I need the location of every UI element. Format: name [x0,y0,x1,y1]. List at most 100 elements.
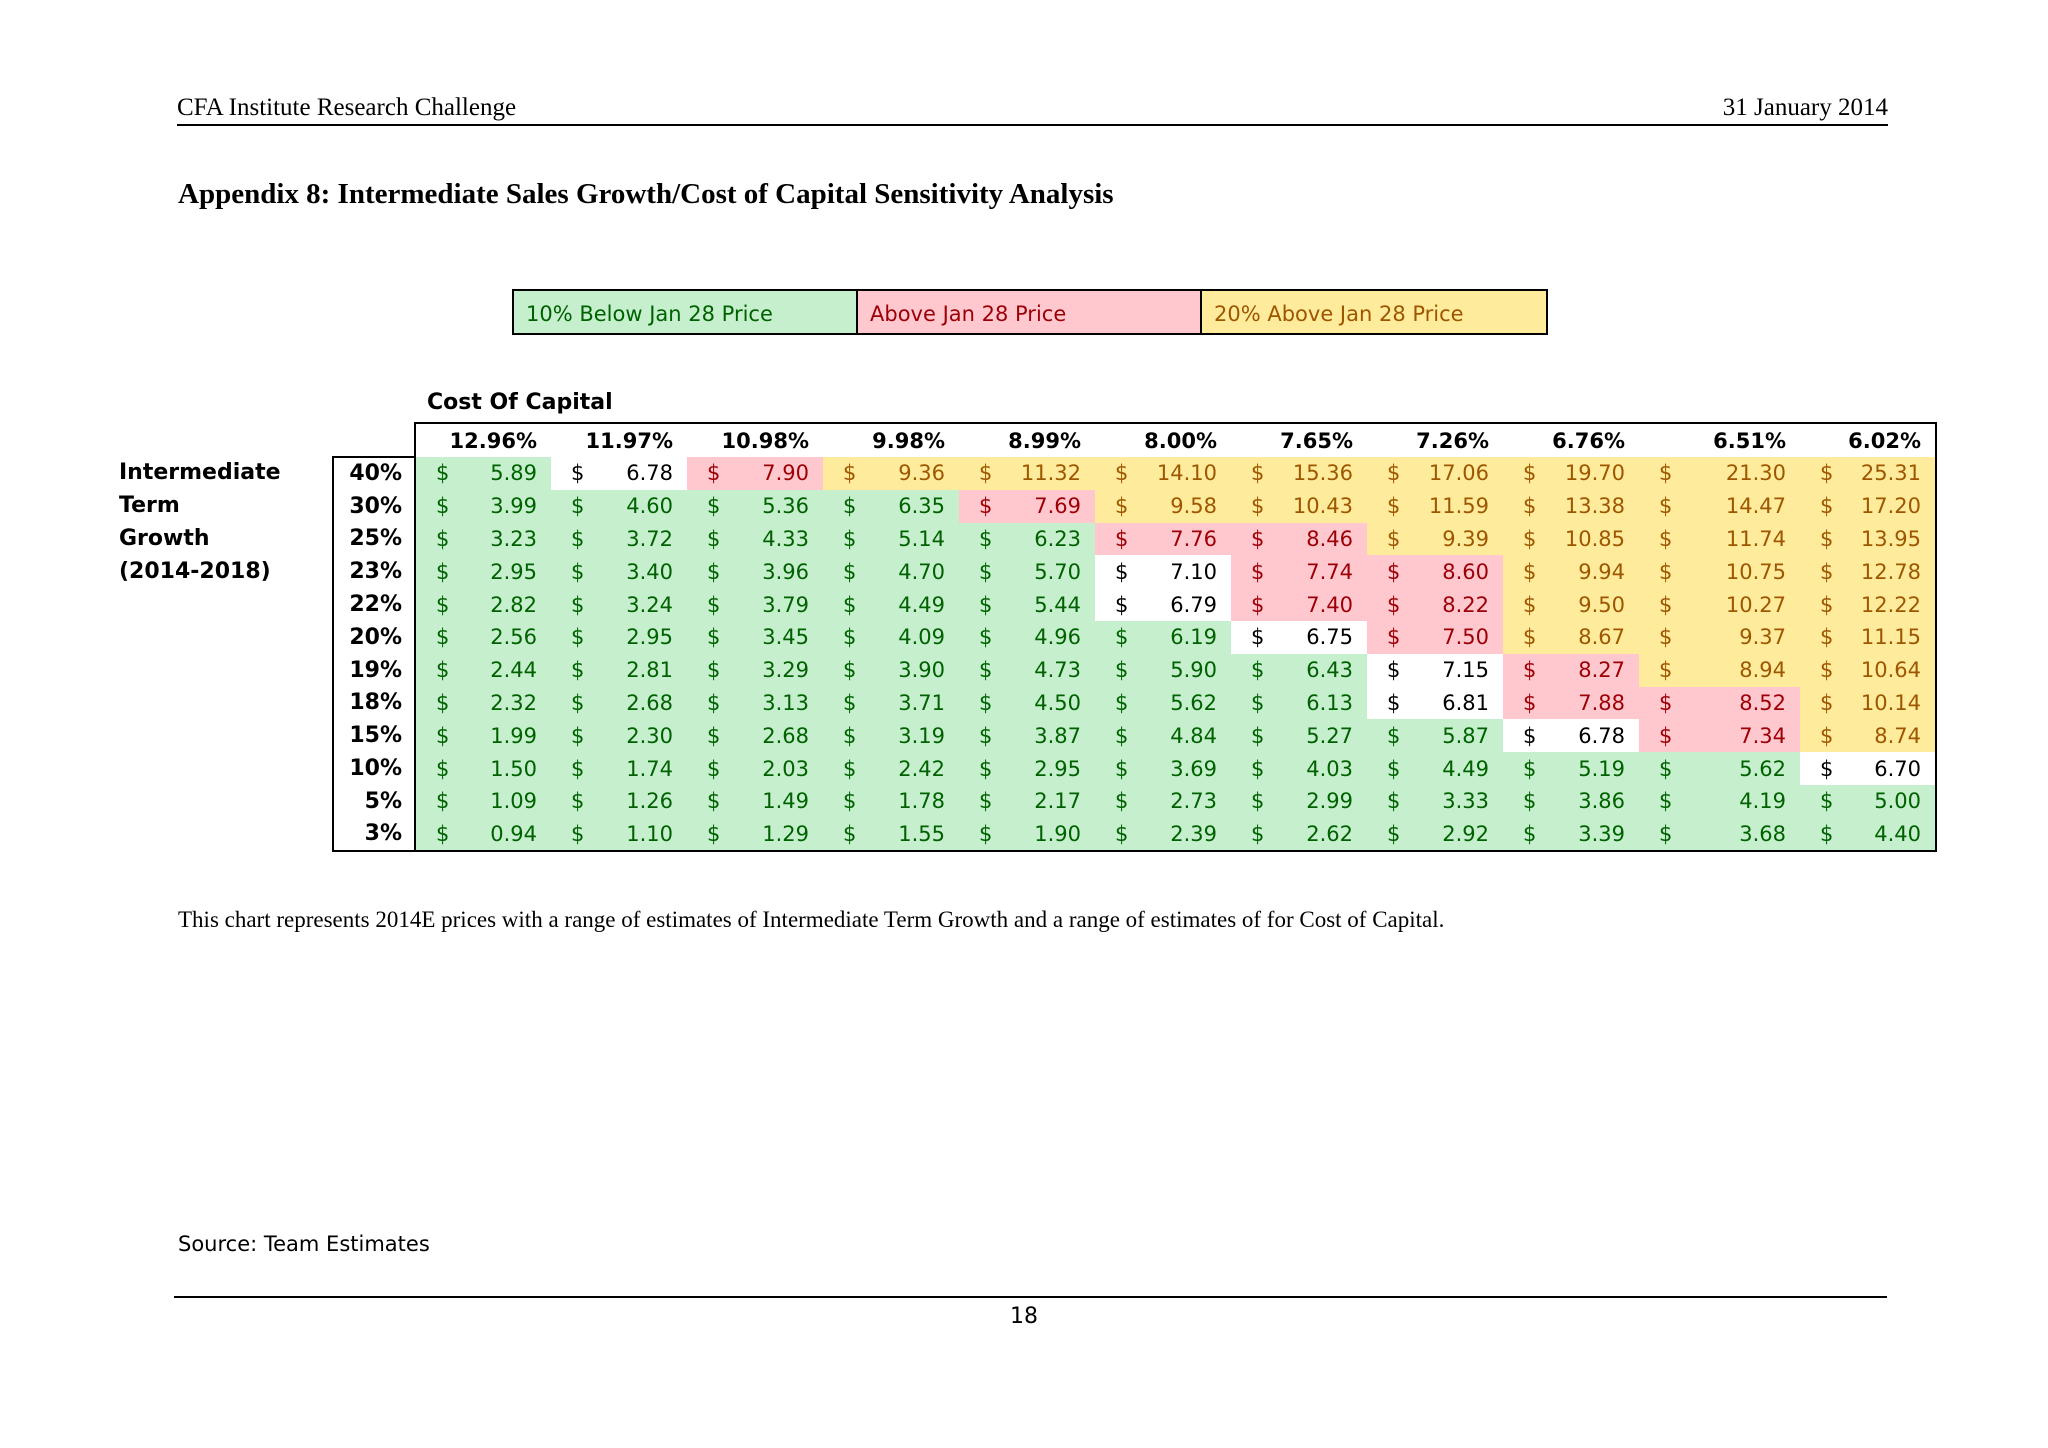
currency-symbol: $ [1659,526,1673,551]
price-value: 3.40 [626,559,673,584]
price-value: 4.49 [1442,756,1489,781]
currency-symbol: $ [707,592,721,617]
currency-symbol: $ [1251,461,1265,486]
table-row: 19% $2.44 $2.81 $3.29 $3.90 $4.73 $5.90 $6.43 $7… [332,653,1937,687]
currency-symbol: $ [843,494,857,519]
price-cell: $13.95 [1800,522,1937,556]
price-value: 3.13 [762,690,809,715]
price-cell: $4.50 [959,686,1095,720]
currency-symbol: $ [707,789,721,814]
price-value: 13.38 [1564,494,1625,519]
currency-symbol: $ [1659,461,1673,486]
price-cell: $2.95 [959,752,1095,785]
price-value: 2.42 [898,756,945,781]
currency-symbol: $ [1387,756,1401,781]
currency-symbol: $ [1523,592,1537,617]
currency-symbol: $ [1523,821,1537,846]
currency-symbol: $ [1523,494,1537,519]
price-value: 10.85 [1564,526,1625,551]
growth-rate-label: 3% [332,817,416,852]
price-cell: $1.55 [823,817,959,852]
price-cell: $14.10 [1095,457,1231,490]
price-value: 19.70 [1564,461,1625,486]
price-cell: $4.09 [823,620,959,654]
growth-axis-label-line: (2014-2018) [119,559,271,584]
price-value: 3.23 [490,526,537,551]
currency-symbol: $ [1820,559,1834,584]
table-row: 20% $2.56 $2.95 $3.45 $4.09 $4.96 $6.19 $6.75 $7… [332,620,1937,654]
price-cell: $10.14 [1800,686,1937,720]
price-cell: $9.39 [1367,522,1503,556]
price-cell: $2.44 [415,653,551,687]
price-value: 21.30 [1725,461,1786,486]
growth-rate-label: 10% [332,752,416,785]
price-value: 5.00 [1874,789,1921,814]
price-value: 6.79 [1170,592,1217,617]
price-cell: $3.33 [1367,784,1503,818]
currency-symbol: $ [1523,723,1537,748]
price-cell: $6.23 [959,522,1095,556]
price-cell: $10.64 [1800,653,1937,687]
price-cell: $1.49 [687,784,823,818]
price-value: 3.87 [1034,723,1081,748]
currency-symbol: $ [1659,559,1673,584]
price-value: 8.46 [1306,526,1353,551]
table-header-row: 12.96% 11.97% 10.98% 9.98% 8.99% 8.00% 7.65% 7.… [333,422,1937,457]
price-value: 1.55 [898,821,945,846]
currency-symbol: $ [1820,625,1834,650]
price-value: 2.73 [1170,789,1217,814]
currency-symbol: $ [843,592,857,617]
price-cell: $2.73 [1095,784,1231,818]
currency-symbol: $ [843,526,857,551]
growth-rate-label: 20% [332,620,416,654]
price-cell: $5.62 [1095,686,1231,720]
price-value: 7.50 [1442,625,1489,650]
currency-symbol: $ [1251,756,1265,781]
currency-symbol: $ [1523,559,1537,584]
currency-symbol: $ [1251,592,1265,617]
price-value: 5.90 [1170,658,1217,683]
price-cell: $4.84 [1095,719,1231,753]
currency-symbol: $ [1659,723,1673,748]
price-cell: $2.81 [551,653,687,687]
currency-symbol: $ [1820,494,1834,519]
currency-symbol: $ [1387,559,1401,584]
price-value: 2.68 [626,690,673,715]
currency-symbol: $ [436,690,450,715]
price-value: 5.62 [1739,756,1786,781]
price-cell: $7.10 [1095,555,1231,589]
currency-symbol: $ [707,690,721,715]
price-value: 6.13 [1306,690,1353,715]
currency-symbol: $ [1115,526,1129,551]
price-value: 17.20 [1860,494,1921,519]
price-value: 1.99 [490,723,537,748]
currency-symbol: $ [1251,821,1265,846]
price-cell: $1.90 [959,817,1095,852]
price-value: 8.22 [1442,592,1489,617]
table-row: 25% $3.23 $3.72 $4.33 $5.14 $6.23 $7.76 $8.46 $9… [332,522,1937,556]
currency-symbol: $ [1659,821,1673,846]
price-value: 14.47 [1725,494,1786,519]
price-cell: $6.79 [1095,588,1231,621]
currency-symbol: $ [571,789,585,814]
price-value: 2.17 [1034,789,1081,814]
price-value: 6.43 [1306,658,1353,683]
price-cell: $7.34 [1639,719,1800,753]
price-value: 5.36 [762,494,809,519]
legend-item-yellow: 20% Above Jan 28 Price [1202,291,1546,333]
price-cell: $4.49 [823,588,959,621]
price-value: 13.95 [1860,526,1921,551]
price-cell: $21.30 [1639,457,1800,490]
price-cell: $2.56 [415,620,551,654]
currency-symbol: $ [979,756,993,781]
currency-symbol: $ [436,526,450,551]
price-cell: $8.67 [1503,620,1639,654]
price-value: 3.90 [898,658,945,683]
price-value: 3.96 [762,559,809,584]
price-cell: $7.90 [687,457,823,490]
currency-symbol: $ [436,559,450,584]
currency-symbol: $ [1820,821,1834,846]
currency-symbol: $ [1387,690,1401,715]
price-cell: $4.19 [1639,784,1800,818]
price-cell: $11.59 [1367,489,1503,523]
